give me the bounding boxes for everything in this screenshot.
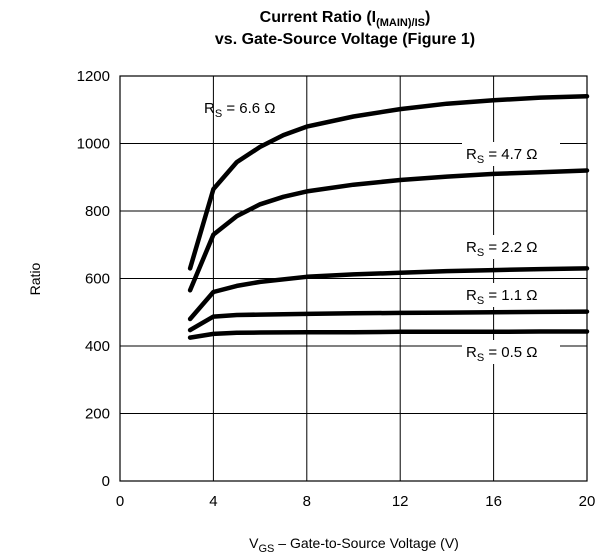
y-tick-label: 0 xyxy=(102,473,110,490)
grid-lines xyxy=(120,76,587,481)
x-tick-label: 12 xyxy=(392,493,409,510)
series-line-1 xyxy=(187,168,590,293)
series-label-4: RS = 0.5 Ω xyxy=(466,344,538,364)
y-tick-label: 400 xyxy=(85,338,110,355)
x-tick-label: 20 xyxy=(579,493,596,510)
y-tick-label: 1000 xyxy=(77,136,110,153)
series-label-bg xyxy=(462,283,560,307)
y-tick-label: 800 xyxy=(85,203,110,220)
x-tick-label: 4 xyxy=(209,493,217,510)
chart-title-subscript: (MAIN)/IS xyxy=(376,17,425,29)
plot-frame xyxy=(119,75,588,482)
series-line-0 xyxy=(187,94,590,271)
series-label-2: RS = 2.2 Ω xyxy=(466,239,538,259)
y-tick-label: 600 xyxy=(85,271,110,288)
series-lines xyxy=(187,94,590,340)
series-line-3 xyxy=(187,309,590,333)
series-label-0: RS = 6.6 Ω xyxy=(204,100,276,120)
y-axis-label: Ratio xyxy=(27,262,43,295)
x-axis-label: VGS – Gate-to-Source Voltage (V) xyxy=(249,535,459,555)
series-labels: RS = 6.6 Ω RS = 4.7 Ω RS = 2.2 Ω RS = 1.1 Ω… xyxy=(204,100,560,364)
x-tick-label: 8 xyxy=(303,493,311,510)
x-tick-label: 16 xyxy=(485,493,502,510)
y-tick-label: 200 xyxy=(85,406,110,423)
series-line-2 xyxy=(187,266,590,322)
chart-title-line1: Current Ratio (I(MAIN)/IS) xyxy=(260,9,431,29)
series-label-bg xyxy=(462,340,560,364)
y-tick-label: 1200 xyxy=(77,68,110,85)
series-label-bg xyxy=(462,142,560,166)
chart-title-line2: vs. Gate-Source Voltage (Figure 1) xyxy=(215,31,475,48)
series-line-4 xyxy=(187,329,590,340)
series-label-3: RS = 1.1 Ω xyxy=(466,287,538,307)
series-label-bg xyxy=(462,235,560,259)
series-label-1: RS = 4.7 Ω xyxy=(466,146,538,166)
x-tick-label: 0 xyxy=(116,493,124,510)
